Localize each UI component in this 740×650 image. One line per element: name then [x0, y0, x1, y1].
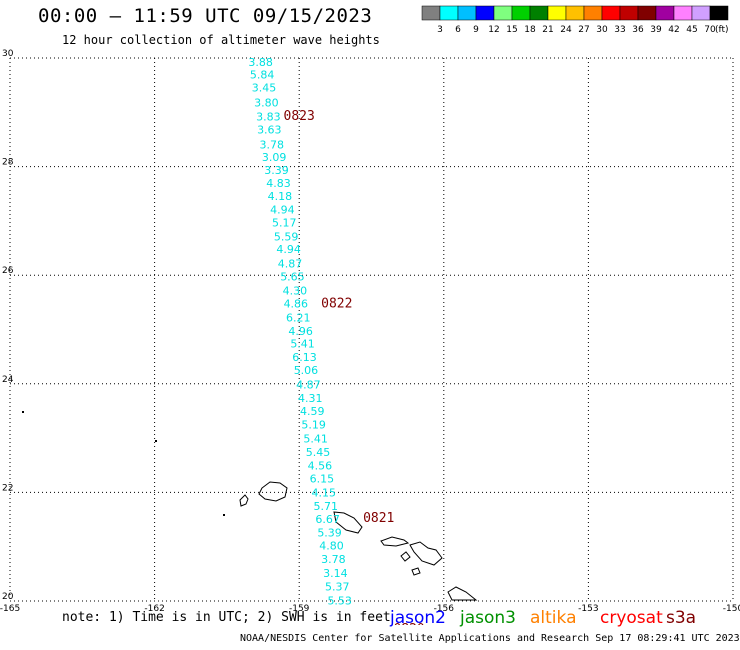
swh-observation: 4.96 — [288, 325, 313, 338]
longitude-tick-label: -156 — [434, 604, 455, 614]
swh-observation: 4.59 — [300, 405, 325, 418]
swh-observation: 4.87 — [296, 378, 321, 391]
swh-observation: 5.41 — [290, 338, 315, 351]
map-subtitle: 12 hour collection of altimeter wave hei… — [62, 33, 380, 47]
satellite-legend-jason2: jason2 — [390, 608, 446, 628]
swh-observation: 3.80 — [254, 97, 279, 110]
colorbar-tick-label: 12 — [488, 25, 499, 35]
swh-observation: 3.09 — [262, 151, 287, 164]
latitude-tick-label: 20 — [2, 592, 14, 602]
colorbar-tick-label: 33 — [614, 25, 625, 35]
map-plot-area: -165 -162 -159 -156 -153 -150 20 22 24 26 28 30 3.88… — [0, 49, 740, 625]
longitude-tick-label: -153 — [578, 604, 598, 614]
coastline-maui — [409, 541, 443, 566]
colorbar-tick-label: 3 — [437, 25, 443, 35]
swh-observation: 4.15 — [312, 486, 337, 499]
colorbar-tick-label: 9 — [473, 25, 479, 35]
swh-observation: 4.94 — [270, 203, 295, 216]
colorbar-swatch — [709, 5, 729, 21]
colorbar-tick-label: 36 — [632, 25, 644, 35]
longitude-tick-label: -162 — [144, 604, 164, 614]
swh-observation: 4.80 — [319, 540, 344, 553]
graticule — [9, 57, 734, 602]
swh-observation: 5.37 — [325, 580, 350, 593]
coastline-lanai-kahoolawe — [400, 551, 421, 576]
latitude-tick-label: 24 — [2, 375, 14, 385]
swh-observation: 5.39 — [317, 527, 342, 540]
coastline-hawaii-big-island — [447, 586, 478, 601]
colorbar-tick-label: 27 — [578, 25, 589, 35]
swh-observation: 3.88 — [248, 56, 273, 69]
satellite-legend-cryosat: cryosat — [600, 608, 663, 628]
pass-time-label: 0823 — [284, 109, 315, 124]
colorbar-tick-label: 39 — [650, 25, 662, 35]
swh-observation: 5.71 — [313, 500, 338, 513]
pass-time-label: 0821 — [363, 511, 394, 526]
colorbar-tick-label: 42 — [668, 25, 679, 35]
pass-time-label: 0822 — [321, 296, 352, 311]
colorbar-unit: (ft) — [715, 25, 729, 35]
swh-observation: 4.31 — [298, 392, 323, 405]
swh-observation: 5.17 — [272, 217, 297, 230]
swh-observation: 5.19 — [301, 419, 326, 432]
colorbar-tick-label: 18 — [524, 25, 536, 35]
coastline-molokai — [380, 536, 410, 547]
swh-observation: 3.78 — [259, 138, 284, 151]
footer-credit: NOAA/NESDIS Center for Satellite Applica… — [240, 633, 740, 644]
colorbar-tick-label: 30 — [596, 25, 608, 35]
swh-observation: 4.86 — [284, 297, 309, 310]
swh-observation: 5.41 — [303, 433, 328, 446]
swh-observation: 6.21 — [286, 312, 311, 325]
swh-observation: 5.59 — [274, 231, 299, 244]
swh-observation: 4.30 — [283, 284, 308, 297]
colorbar-tick-label: 70 — [704, 25, 716, 35]
satellite-legend-jason3: jason3 — [460, 608, 516, 628]
swh-observation: 4.83 — [266, 177, 291, 190]
latitude-tick-label: 28 — [2, 158, 14, 168]
latitude-tick-label: 30 — [2, 49, 14, 59]
swh-observation: 4.87 — [278, 257, 303, 270]
swh-observation: 3.63 — [257, 124, 282, 137]
coastline-niihau — [239, 494, 249, 507]
colorbar-tick-label: 45 — [686, 25, 697, 35]
swh-observation: 3.83 — [256, 111, 281, 124]
latitude-tick-label: 26 — [2, 266, 14, 276]
swh-observation: 3.78 — [321, 553, 346, 566]
colorbar-tick-label: 24 — [560, 25, 572, 35]
colorbar-tick-label: 6 — [455, 25, 461, 35]
swh-observation: 3.39 — [264, 164, 289, 177]
swh-observation: 6.13 — [292, 351, 317, 364]
swh-observation: 5.06 — [294, 364, 319, 377]
swh-observation: 4.18 — [268, 190, 293, 203]
small-islets — [22, 411, 225, 516]
satellite-legend-altika: altika — [530, 608, 577, 628]
swh-observation: 5.65 — [280, 270, 305, 283]
swh-observation: 6.67 — [315, 513, 340, 526]
swh-observation: 5.45 — [306, 446, 331, 459]
swh-observation: 5.84 — [250, 68, 275, 81]
map-title: 00:00 – 11:59 UTC 09/15/2023 — [38, 5, 373, 27]
colorbar-tick-label: 21 — [542, 25, 553, 35]
colorbar-tick-label: 15 — [506, 25, 517, 35]
swh-observation: 3.14 — [323, 567, 348, 580]
satellite-legend-s3a: s3a — [666, 608, 697, 628]
coastline-oahu — [333, 511, 363, 534]
swh-observation: 4.56 — [308, 459, 333, 472]
coastline-kauai — [258, 481, 288, 502]
footer-note: note: 1) Time is in UTC; 2) SWH is in fe… — [62, 610, 391, 625]
swh-observation: 4.94 — [276, 243, 301, 256]
latitude-tick-label: 22 — [2, 483, 13, 493]
colorbar-legend: 3 6 9 12 15 18 21 24 27 30 33 36 39 42 45 70 (ft) — [421, 5, 729, 35]
longitude-tick-label: -159 — [289, 604, 310, 614]
swh-observation: 6.15 — [310, 472, 335, 485]
swh-observation: 5.53 — [327, 594, 352, 607]
longitude-tick-label: -150 — [723, 604, 740, 614]
swh-observation: 3.45 — [252, 81, 277, 94]
pass-time-label: 0820 — [393, 622, 424, 625]
longitude-tick-label: -165 — [0, 604, 20, 614]
